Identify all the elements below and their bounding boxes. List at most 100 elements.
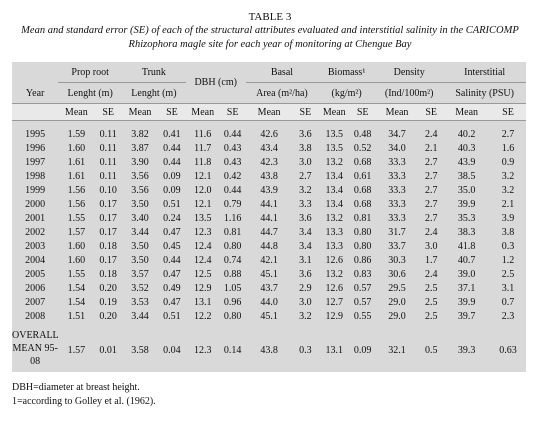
table-cell: 0.14 (223, 345, 242, 356)
table-cell: 0.11 (99, 156, 117, 168)
table-cell: 44.1 (260, 198, 278, 210)
table-cell: 11.6 (194, 128, 212, 140)
table-cell: 1.61 (67, 170, 86, 182)
table-cell: 0.80 (353, 240, 372, 252)
table-cell: 31.7 (388, 226, 406, 238)
table-cell: 3.58 (131, 345, 149, 356)
table-row: Lenght (m) Lenght (m) Area (m²/ha) (kg/m²) (… (12, 83, 526, 104)
table-cell: 0.43 (223, 142, 242, 154)
table-row: 1999 1.56 0.10 3.56 0.09 12.0 0.44 43.9 3.2 13.4 0… (12, 183, 526, 197)
table-cell: 33.3 (388, 170, 406, 182)
table-cell: 33.3 (388, 184, 406, 196)
header-cell: Mean (58, 103, 95, 121)
data-table: Year Prop root Trunk DBH (cm) Basal Biomass¹ D… (12, 62, 526, 372)
table-cell: 13.4 (325, 170, 344, 182)
table-cell: 3.0 (424, 240, 438, 252)
table-cell: 1.60 (67, 142, 86, 154)
table-cell: 3.1 (299, 254, 312, 266)
table-cell: 0.81 (353, 212, 372, 224)
table-cell: 0.96 (223, 296, 242, 308)
table-cell: 0.47 (163, 268, 181, 280)
table-cell: 13.5 (325, 142, 344, 154)
header-cell (12, 103, 59, 121)
table-cell: 0.86 (353, 254, 372, 266)
table-cell: 0.74 (223, 254, 242, 266)
table-row: Mean SE Mean SE Mean SE Mean SE Mean SE Mean SE Mean… (12, 103, 526, 121)
footnote: DBH=diameter at breast height. (12, 382, 140, 393)
table-cell: 39.9 (457, 296, 476, 308)
header-cell: Lenght (m) (67, 87, 113, 99)
table-cell: 33.3 (388, 198, 406, 210)
table-row: 2001 1.55 0.17 3.40 0.24 13.5 1.16 44.1 3.6 13.2 0… (12, 211, 526, 225)
table-cell: 2.7 (424, 156, 438, 168)
table-cell: 2.3 (501, 310, 515, 322)
table-cell: 3.50 (131, 254, 149, 266)
table-cell: 35.0 (457, 184, 476, 196)
table-cell: 2.1 (424, 142, 438, 154)
table-cell: 38.3 (457, 226, 476, 238)
table-cell: 0.88 (223, 268, 242, 280)
row-label: 2000 (25, 198, 46, 210)
table-cell: 1.61 (67, 156, 86, 168)
table-cell: 3.90 (131, 156, 149, 168)
table-row: 1997 1.61 0.11 3.90 0.44 11.8 0.43 42.3 3.0 13.2 0… (12, 155, 526, 169)
row-label: 1999 (25, 184, 46, 196)
table-row: 2004 1.60 0.17 3.50 0.44 12.4 0.74 42.1 3.1 12.6 0… (12, 253, 526, 267)
table-cell: 0.55 (353, 310, 372, 322)
table-cell: 1.57 (67, 226, 86, 238)
table-cell: 1.05 (223, 282, 242, 294)
table-cell: 1.60 (67, 240, 86, 252)
table-cell: 1.60 (67, 254, 86, 266)
table-cell: 35.3 (457, 212, 476, 224)
table-cell: 0.11 (99, 128, 117, 140)
table-cell: 12.5 (193, 268, 212, 280)
table-cell: 0.5 (424, 345, 438, 356)
table-cell: 0.24 (163, 212, 181, 224)
header-cell: Interstitial (443, 62, 526, 83)
table-cell: 2.7 (501, 128, 515, 140)
table-row: 2003 1.60 0.18 3.50 0.45 12.4 0.80 44.8 3.4 13.3 0… (12, 239, 526, 253)
table-cell: 3.4 (299, 240, 312, 252)
table-cell: 3.56 (131, 170, 149, 182)
table-cell: 34.7 (388, 128, 406, 140)
table-cell: 0.68 (353, 184, 372, 196)
table-cell: 39.9 (457, 198, 476, 210)
header-cell: Trunk (122, 62, 186, 83)
header-cell: Biomass¹ (318, 62, 375, 83)
table-row: Year Prop root Trunk DBH (cm) Basal Biomass¹ D… (12, 62, 526, 99)
table-row: 1996 1.60 0.11 3.87 0.44 11.7 0.43 43.4 3.8 13.5 0… (12, 141, 526, 155)
header-cell: SE (158, 103, 186, 121)
table-cell: 34.0 (388, 142, 406, 154)
table-cell: 1.57 (67, 345, 86, 356)
table-row: 1998 1.61 0.11 3.56 0.09 12.1 0.42 43.8 2.7 13.4 0… (12, 169, 526, 183)
table-cell: 40.7 (457, 254, 476, 266)
table-cell: 0.47 (163, 296, 181, 308)
table-cell: 12.4 (193, 254, 212, 266)
table-cell: 0.80 (353, 226, 372, 238)
table-cell: 0.80 (223, 310, 242, 322)
table-cell: 0.49 (163, 282, 181, 294)
table-cell: 0.41 (163, 128, 181, 140)
table-cell: 44.8 (260, 240, 278, 252)
table-cell: 1.54 (67, 296, 86, 308)
header-cell: Mean (374, 103, 420, 121)
table-cell: 12.6 (325, 254, 344, 266)
row-label: 2002 (25, 226, 46, 238)
table-cell: 3.9 (501, 212, 515, 224)
table-cell: 3.2 (501, 170, 515, 182)
table-cell: 0.11 (99, 142, 117, 154)
table-cell: 32.1 (388, 345, 406, 356)
table-cell: 2.4 (424, 128, 438, 140)
table-cell: 0.44 (223, 128, 242, 140)
table-cell: 3.8 (299, 142, 312, 154)
table-cell: 2.5 (424, 282, 438, 294)
header-cell: Lenght (m) (131, 87, 177, 99)
table-cell: 13.5 (193, 212, 212, 224)
table-cell: 0.18 (99, 268, 117, 280)
table-cell: 0.17 (99, 226, 117, 238)
table-cell: 0.52 (353, 142, 372, 154)
table-cell: 30.3 (388, 254, 406, 266)
table-cell: 33.3 (388, 212, 406, 224)
table-cell: 3.0 (299, 296, 312, 308)
